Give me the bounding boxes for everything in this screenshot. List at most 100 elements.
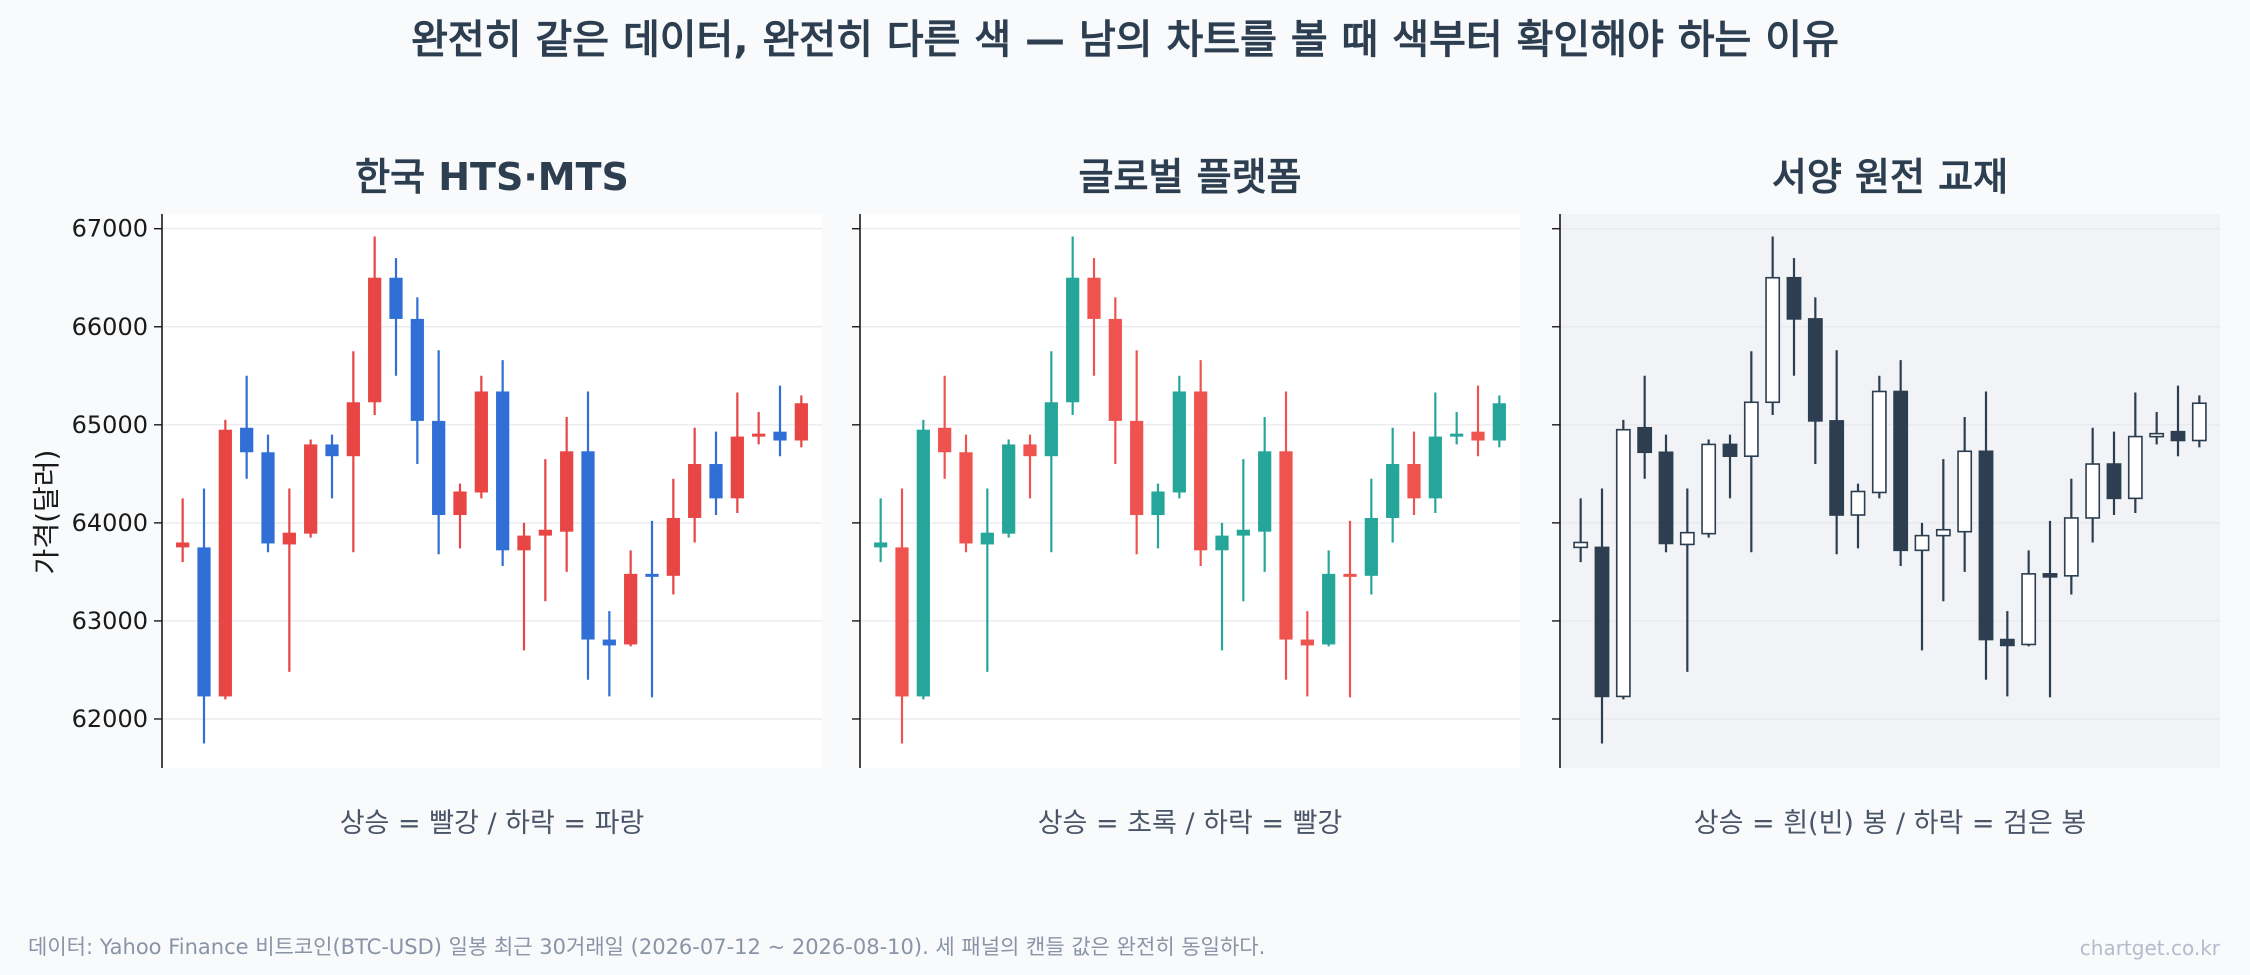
footnote: 데이터: Yahoo Finance 비트코인(BTC-USD) 일봉 최근 3… [28, 935, 1266, 959]
candle-body [432, 420, 446, 516]
candle [2085, 427, 2101, 543]
candle-body [2170, 430, 2186, 442]
candle-body [1386, 464, 1400, 518]
candle-body [1914, 534, 1930, 552]
candle [773, 385, 787, 457]
candle-body [2063, 517, 2079, 577]
candle [1258, 416, 1272, 572]
candle-body [282, 532, 296, 545]
panel-background [162, 214, 822, 768]
candle-body [517, 535, 531, 551]
candle-body [730, 436, 744, 499]
candle-body [176, 542, 190, 548]
candle-body [938, 427, 952, 453]
candle [1279, 391, 1293, 680]
candle [346, 351, 360, 553]
candle-body [1829, 420, 1845, 516]
candle-body [1194, 391, 1208, 551]
panel-subtitle: 상승 = 빨강 / 하락 = 파랑 [340, 808, 645, 839]
candle-body [1679, 531, 1695, 546]
candle-body [1407, 464, 1421, 499]
panel-title: 한국 HTS·MTS [355, 155, 629, 199]
candle [1386, 427, 1400, 543]
candle-body [794, 403, 808, 441]
candle [453, 483, 467, 549]
candle-body [1935, 528, 1951, 537]
candle-body [1573, 541, 1589, 549]
candle-body [1087, 277, 1101, 319]
candle [304, 439, 318, 538]
panel-title: 글로벌 플랫폼 [1079, 155, 1302, 199]
y-tick-label: 64000 [72, 509, 148, 537]
candle [1343, 520, 1357, 698]
candle [1999, 611, 2015, 697]
candle [389, 258, 403, 376]
candle [980, 488, 994, 672]
candle-body [1850, 490, 1866, 516]
candle [240, 375, 254, 479]
candle-body [261, 452, 275, 544]
candle-body [1151, 491, 1165, 516]
candle-body [916, 429, 930, 697]
candle [794, 395, 808, 448]
candle-body [980, 532, 994, 545]
candle [1044, 351, 1058, 553]
panel-subtitle: 상승 = 초록 / 하락 = 빨강 [1038, 808, 1343, 839]
candle [1829, 350, 1845, 555]
y-axis-label: 가격(달러) [30, 450, 63, 575]
panels-layer: 62000 63000 64000 65000 66000 67000 한국 HTS·MTS… [72, 155, 2220, 839]
candle [538, 459, 552, 602]
candle [1087, 258, 1101, 376]
candle-body [474, 391, 488, 493]
candle-body [1215, 535, 1229, 551]
candle-body [1343, 573, 1357, 577]
candle-body [1893, 390, 1909, 552]
candle [874, 498, 888, 563]
candle [1850, 483, 1866, 549]
candle [1322, 550, 1336, 647]
candle-body [389, 277, 403, 319]
y-tick-label: 63000 [72, 607, 148, 635]
candle [1471, 385, 1485, 457]
candle-body [2085, 463, 2101, 519]
candle [517, 522, 531, 651]
candle-body [2106, 463, 2122, 500]
candle-body [1743, 401, 1759, 457]
candle-body [1023, 444, 1037, 457]
candle-body [666, 517, 680, 576]
candle-body [1786, 276, 1802, 320]
candle [645, 520, 659, 698]
candle-body [1871, 390, 1887, 494]
candle [1236, 459, 1250, 602]
candle [895, 488, 909, 744]
candle [1914, 522, 1930, 651]
candle-body [1300, 639, 1314, 646]
candle [560, 416, 574, 572]
candle [602, 611, 616, 697]
candle-body [1428, 436, 1442, 499]
candle-body [959, 452, 973, 544]
candle-body [1957, 450, 1973, 533]
panel-subtitle: 상승 = 흰(빈) 봉 / 하락 = 검은 봉 [1694, 808, 2086, 839]
candle-body [1999, 638, 2015, 647]
candle-body [1258, 451, 1272, 532]
candle [410, 297, 424, 465]
candle [1658, 434, 1674, 553]
candle-body [1722, 443, 1738, 457]
candle [1492, 395, 1506, 448]
candle [1871, 375, 1887, 499]
candle [581, 391, 595, 680]
candle [1637, 375, 1653, 479]
candle-body [1236, 529, 1250, 536]
candle [1151, 483, 1165, 549]
candle-body [874, 542, 888, 548]
candle [176, 498, 190, 563]
candle [474, 375, 488, 499]
candle-body [581, 451, 595, 640]
candle [1364, 478, 1378, 595]
watermark: chartget.co.kr [2079, 936, 2220, 960]
candle [2106, 431, 2122, 516]
candle [1066, 236, 1080, 416]
candle-body [410, 318, 424, 421]
